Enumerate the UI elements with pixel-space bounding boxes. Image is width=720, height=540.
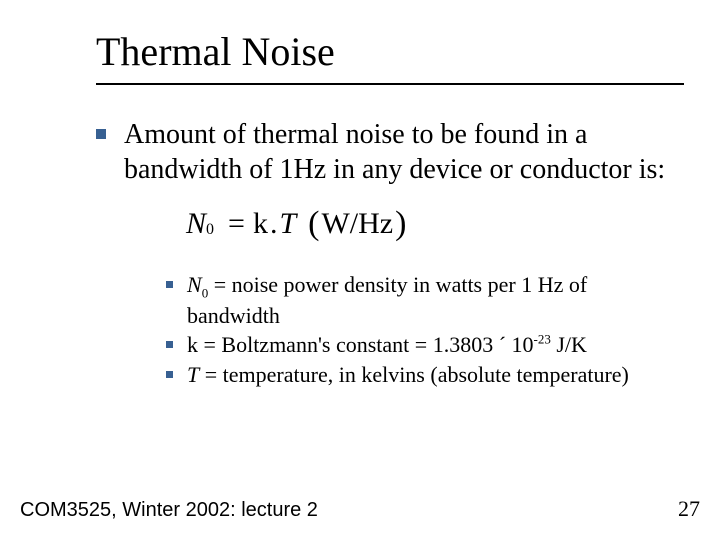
- sub-bullet-text-1: N0 = noise power density in watts per 1 …: [187, 271, 684, 329]
- square-bullet-icon: [166, 341, 173, 348]
- eq-T: T: [279, 207, 296, 241]
- sub-bullet-item: k = Boltzmann's constant = 1.3803 ´ 10-2…: [166, 331, 684, 359]
- main-bullet-text: Amount of thermal noise to be found in a…: [124, 117, 684, 187]
- eq-open-paren: (: [308, 205, 319, 243]
- sub3-var: T: [187, 362, 199, 387]
- sub-bullet-text-2: k = Boltzmann's constant = 1.3803 ´ 10-2…: [187, 331, 587, 359]
- slide: Thermal Noise Amount of thermal noise to…: [0, 0, 720, 540]
- content-area: Amount of thermal noise to be found in a…: [96, 117, 684, 388]
- square-bullet-icon: [166, 281, 173, 288]
- eq-unit: W/Hz: [321, 207, 393, 241]
- eq-dot: .: [270, 207, 278, 241]
- footer-left: COM3525, Winter 2002: lecture 2: [20, 499, 318, 522]
- equation-line: N0 = k.T (W/Hz): [186, 205, 684, 243]
- eq-close-paren: ): [395, 205, 406, 243]
- sub1-rest: = noise power density in watts per 1 Hz …: [187, 272, 587, 328]
- sub-bullet-list: N0 = noise power density in watts per 1 …: [166, 271, 684, 388]
- sub1-var: N: [187, 272, 202, 297]
- sub3-rest: = temperature, in kelvins (absolute temp…: [199, 362, 629, 387]
- eq-var-N: N: [186, 207, 206, 241]
- sub2-plain: k = Boltzmann's constant = 1.3803 ´ 10: [187, 332, 534, 357]
- bullet-level1: Amount of thermal noise to be found in a…: [96, 117, 684, 187]
- square-bullet-icon: [166, 371, 173, 378]
- equation-block: N0 = k.T (W/Hz): [186, 205, 684, 243]
- title-underline: [96, 83, 684, 85]
- sub-bullet-text-3: T = temperature, in kelvins (absolute te…: [187, 361, 629, 389]
- sub-bullet-item: T = temperature, in kelvins (absolute te…: [166, 361, 684, 389]
- sub2-sup: -23: [534, 332, 551, 347]
- sub2-tail: J/K: [551, 332, 587, 357]
- equation-content: N0 = k.T (W/Hz): [186, 205, 408, 243]
- square-bullet-icon: [96, 129, 106, 139]
- title-block: Thermal Noise: [96, 28, 684, 85]
- slide-title: Thermal Noise: [96, 28, 684, 81]
- slide-number: 27: [678, 496, 700, 522]
- eq-k: k: [253, 207, 268, 241]
- eq-sub-0: 0: [206, 221, 214, 239]
- footer: COM3525, Winter 2002: lecture 2 27: [20, 496, 700, 522]
- eq-equals: =: [228, 207, 245, 241]
- sub-bullet-item: N0 = noise power density in watts per 1 …: [166, 271, 684, 329]
